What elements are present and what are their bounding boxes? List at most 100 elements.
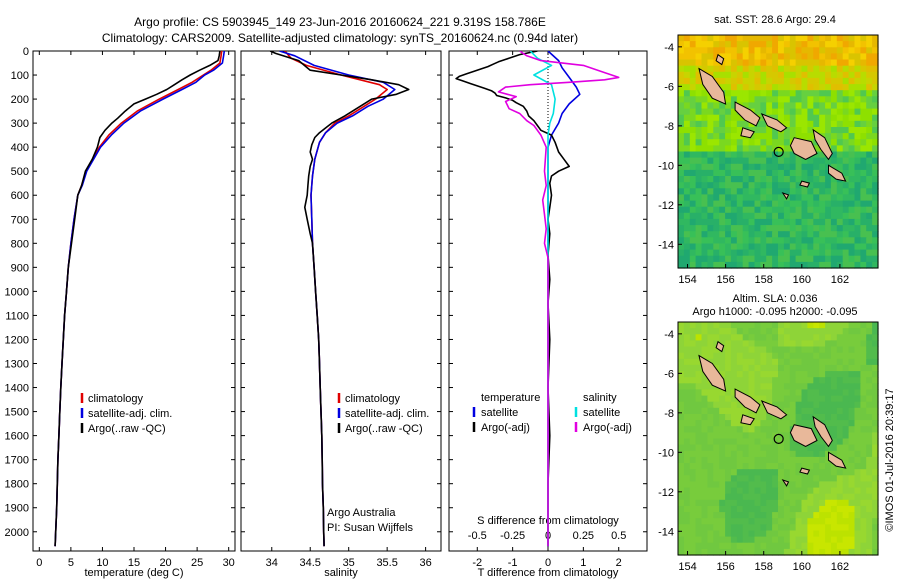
map-cell [836,475,844,482]
map-cell [707,145,714,153]
map-cell [701,328,708,335]
map-cell [689,407,697,415]
map-cell [713,530,720,538]
map-cell [789,200,797,208]
map-cell [807,542,814,550]
map-cell [736,157,744,165]
y-tick-label: 1600 [5,431,29,443]
map-cell [695,414,703,421]
map-cell [683,481,691,489]
map-cell [713,389,720,397]
map-cell [813,59,820,67]
map-cell [766,548,773,556]
map-cell [678,475,685,482]
map-cell [848,157,856,165]
map-cell [707,512,714,519]
map-cell [713,548,720,556]
map-cell [719,456,726,464]
map-cell [872,206,879,214]
map-cell [742,243,750,251]
map-cell [754,548,761,556]
map-cell [836,432,844,440]
map-cell [836,420,844,427]
islands [698,53,847,200]
map-cell [848,255,856,263]
map-cell [742,438,750,446]
map-cell [701,145,708,153]
map-cell [860,237,867,244]
map-cell [683,524,691,531]
map-cell [719,77,726,85]
map-cell [725,108,732,116]
map-cell [825,120,832,128]
map-cell [825,512,832,519]
map-cell [730,102,738,110]
map-cell [836,487,844,495]
top-tick-label: 0.25 [573,530,594,542]
map-cell [748,206,756,214]
map-cell [742,200,750,208]
map-cell [795,340,803,348]
map-cell [825,475,832,482]
map-cell [836,41,844,48]
map-cell [819,334,826,341]
map-cell [825,65,832,73]
map-cell [825,139,832,146]
legend-label: Argo(-adj) [583,422,632,434]
map-cell [713,444,720,452]
map-cell [801,102,808,110]
map-cell [819,322,826,329]
map-cell [748,542,756,550]
map-cell [819,108,826,116]
map-cell [854,505,861,513]
map-cell [701,475,708,482]
map-cell [801,231,808,238]
map-y-tick-label: -14 [658,526,674,538]
map-cell [725,469,732,476]
map-cell [713,249,720,257]
map-cell [683,182,691,189]
map-cell [683,108,691,116]
map-cell [701,383,708,390]
map-cell [683,163,691,171]
map-cell [807,340,814,348]
map-cell [813,450,820,458]
map-cell [801,463,808,470]
map-cell [701,218,708,226]
map-cell [701,456,708,464]
map-cell [872,395,879,403]
map-cell [742,151,750,159]
map-cell [842,420,850,427]
map-cell [783,469,791,476]
map-cell [678,237,685,244]
map-cell [872,182,879,189]
map-cell [795,395,803,403]
map-cell [842,59,850,67]
map-cell [701,120,708,128]
map-cell [783,512,791,519]
map-cell [830,493,838,501]
map-cell [842,182,850,189]
map-cell [719,530,726,538]
map-cell [819,35,826,42]
map-cell [830,377,838,384]
map-cell [766,530,773,538]
map-cell [801,487,808,495]
map-cell [825,237,832,244]
map-cell [695,358,703,366]
map-cell [807,450,814,458]
map-cell [736,487,744,495]
map-cell [719,512,726,519]
legend-label: Argo(-adj) [481,422,530,434]
map-cell [707,499,714,507]
map-cell [866,212,873,220]
map-cell [854,200,861,208]
map-cell [772,163,779,171]
map-cell [736,371,744,378]
map-cell [707,420,714,427]
map-cell [725,206,732,214]
map-cell [695,328,703,335]
map-cell [707,96,714,103]
y-tick-label: 500 [11,166,29,178]
map-cell [801,328,808,335]
